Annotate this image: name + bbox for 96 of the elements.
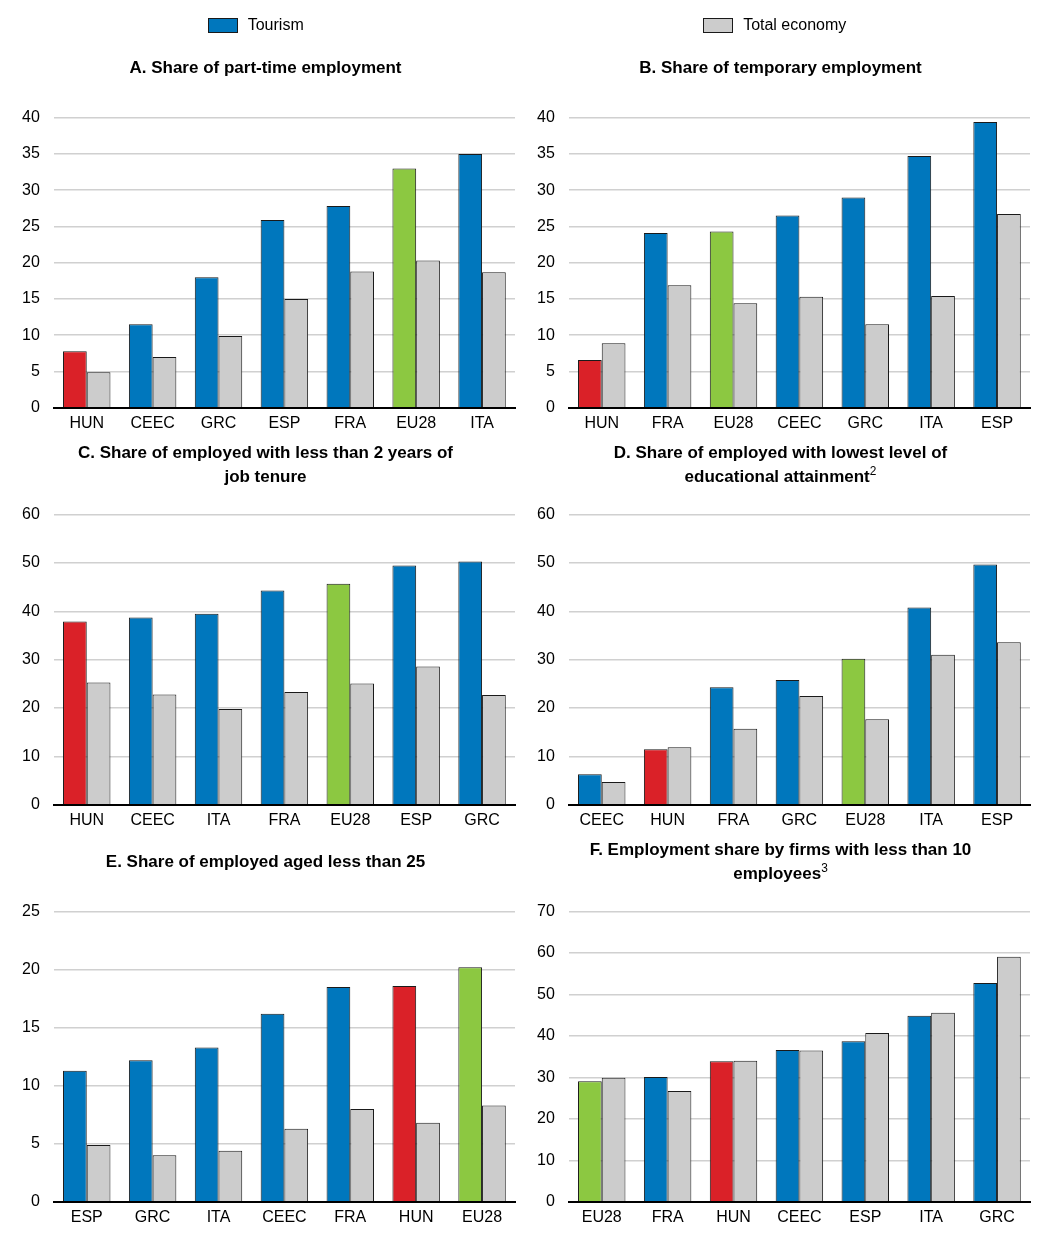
- x-tick-label: GRC: [781, 810, 818, 828]
- y-tick-label: 30: [537, 1067, 555, 1085]
- x-tick-label: ITA: [206, 1207, 231, 1225]
- y-tick-label: 10: [537, 1150, 555, 1168]
- y-tick-label: 0: [30, 1192, 40, 1210]
- chart-title: A. Share of part-time employment: [128, 57, 403, 79]
- x-tick-label: FRA: [651, 413, 684, 431]
- x-tick-label: GRC: [464, 810, 500, 828]
- x-tick-label: FRA: [334, 413, 367, 431]
- x-tick-label: HUN: [69, 810, 105, 828]
- x-tick-label: CEEC: [777, 413, 822, 431]
- x-tick-label: FRA: [651, 1207, 684, 1225]
- y-tick-label: 10: [537, 746, 555, 764]
- chart-title: B. Share of temporary employment: [638, 57, 923, 79]
- x-tick-label: ITA: [470, 413, 495, 431]
- y-tick-label: 10: [22, 325, 40, 343]
- x-tick-label: HUN: [69, 413, 105, 431]
- x-tick-label: EU28: [396, 413, 437, 431]
- y-tick-label: 50: [22, 553, 40, 571]
- y-tick-label: 40: [22, 108, 40, 126]
- y-tick-label: 10: [22, 746, 40, 764]
- y-tick-label: 60: [537, 505, 555, 523]
- y-tick-label: 0: [30, 795, 40, 813]
- x-tick-label: FRA: [268, 810, 301, 828]
- x-tick-label: ITA: [919, 810, 944, 828]
- y-tick-label: 0: [545, 398, 555, 416]
- y-tick-label: 15: [22, 289, 40, 307]
- y-tick-label: 10: [537, 325, 555, 343]
- x-tick-label: EU28: [330, 810, 371, 828]
- x-tick-label: ESP: [981, 810, 1014, 828]
- y-tick-label: 20: [537, 698, 555, 716]
- x-tick-label: FRA: [334, 1207, 367, 1225]
- y-tick-label: 20: [22, 253, 40, 271]
- x-tick-label: ESP: [400, 810, 433, 828]
- y-tick-label: 35: [22, 144, 40, 162]
- x-tick-label: ESP: [268, 413, 301, 431]
- y-tick-label: 0: [545, 795, 555, 813]
- y-tick-label: 40: [537, 1026, 555, 1044]
- y-tick-label: 25: [22, 216, 40, 234]
- y-tick-label: 60: [537, 943, 555, 961]
- y-tick-label: 5: [30, 361, 40, 379]
- x-tick-label: ITA: [206, 810, 231, 828]
- x-tick-label: GRC: [847, 413, 884, 431]
- y-tick-label: 30: [22, 650, 40, 668]
- y-tick-label: 15: [537, 289, 555, 307]
- x-tick-label: EU28: [713, 413, 754, 431]
- y-tick-label: 60: [22, 505, 40, 523]
- x-tick-label: GRC: [134, 1207, 171, 1225]
- x-tick-label: CEEC: [262, 1207, 307, 1225]
- y-tick-label: 10: [22, 1076, 40, 1094]
- y-tick-label: 25: [22, 902, 40, 920]
- y-tick-label: 30: [537, 180, 555, 198]
- y-tick-label: 20: [537, 253, 555, 271]
- y-tick-label: 5: [30, 1134, 40, 1152]
- y-tick-label: 70: [537, 902, 555, 920]
- chart-title: D. Share of employed with lowest level of educational attainment$^{2}$: [612, 442, 949, 488]
- y-tick-label: 50: [537, 553, 555, 571]
- chart-title: F. Employment share by firms with less than 10 employees$^{3}$: [588, 839, 973, 885]
- x-tick-label: ITA: [919, 413, 944, 431]
- y-tick-label: 40: [22, 601, 40, 619]
- y-tick-label: 5: [545, 361, 555, 379]
- legend-label: Total economy: [743, 16, 847, 34]
- y-tick-label: 15: [22, 1018, 40, 1036]
- legend-label: Tourism: [247, 16, 304, 34]
- x-tick-label: GRC: [200, 413, 237, 431]
- y-tick-label: 0: [30, 398, 40, 416]
- x-tick-label: FRA: [717, 810, 750, 828]
- y-tick-label: 20: [537, 1109, 555, 1127]
- x-tick-label: ESP: [70, 1207, 103, 1225]
- chart-title: E. Share of employed aged less than 25: [104, 851, 427, 873]
- y-tick-label: 0: [545, 1192, 555, 1210]
- x-tick-label: CEEC: [130, 810, 175, 828]
- x-tick-label: CEEC: [777, 1207, 822, 1225]
- y-tick-label: 40: [537, 108, 555, 126]
- x-tick-label: EU28: [581, 1207, 622, 1225]
- y-tick-label: 50: [537, 984, 555, 1002]
- y-tick-label: 40: [537, 601, 555, 619]
- x-tick-label: CEEC: [579, 810, 624, 828]
- x-tick-label: ESP: [849, 1207, 882, 1225]
- y-tick-label: 35: [537, 144, 555, 162]
- x-tick-label: EU28: [462, 1207, 503, 1225]
- y-tick-label: 25: [537, 216, 555, 234]
- x-tick-label: GRC: [979, 1207, 1015, 1225]
- x-tick-label: EU28: [845, 810, 886, 828]
- x-tick-label: CEEC: [130, 413, 175, 431]
- x-tick-label: ESP: [981, 413, 1014, 431]
- chart-title: C. Share of employed with less than 2 years of job tenure: [76, 442, 455, 488]
- x-tick-label: ITA: [919, 1207, 944, 1225]
- x-tick-label: HUN: [650, 810, 685, 828]
- y-tick-label: 20: [22, 698, 40, 716]
- x-tick-label: HUN: [398, 1207, 434, 1225]
- y-tick-label: 30: [22, 180, 40, 198]
- y-tick-label: 30: [537, 650, 555, 668]
- x-tick-label: HUN: [716, 1207, 751, 1225]
- x-tick-label: HUN: [584, 413, 620, 431]
- y-tick-label: 20: [22, 960, 40, 978]
